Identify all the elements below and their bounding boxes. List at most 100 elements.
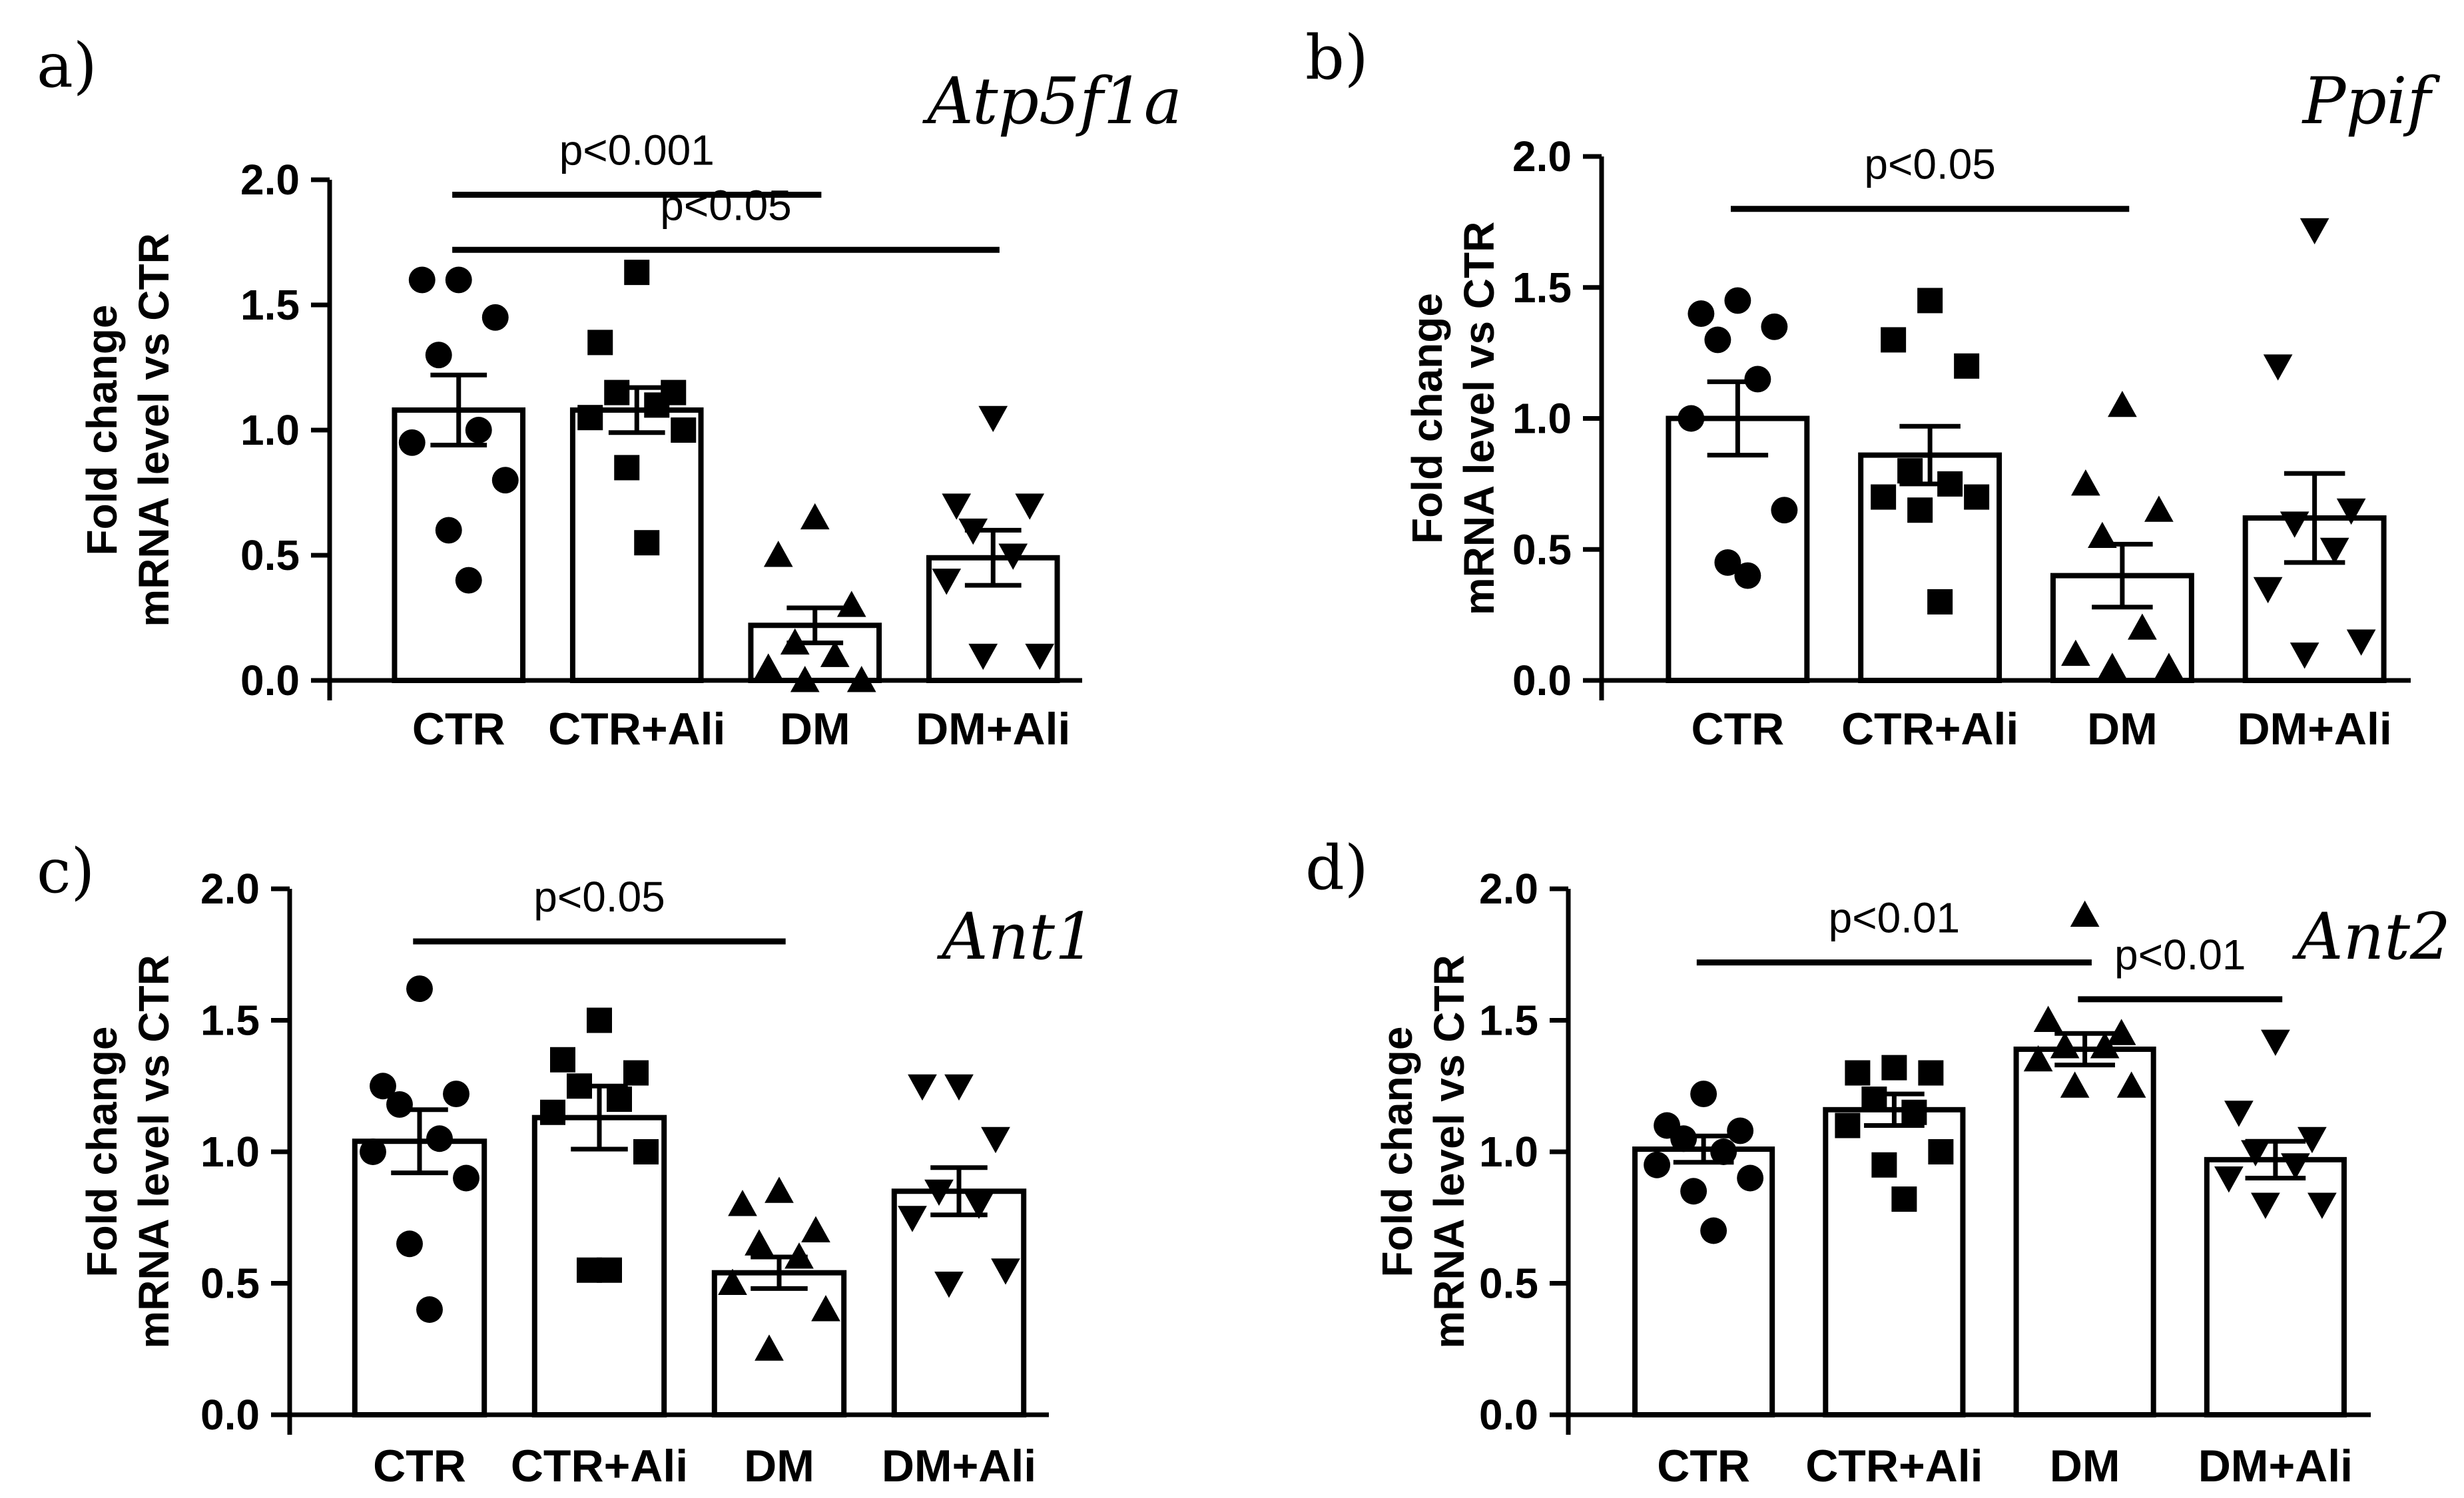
data-point [671,417,697,443]
y-axis-label: Fold changemRNA level vs CTR [78,955,178,1349]
data-point [455,567,482,594]
panel-label: a) [37,30,97,101]
data-point [587,330,613,356]
data-point [2128,613,2157,640]
data-point [1688,300,1715,328]
y-tick-label: 0.5 [1479,1260,1538,1308]
y-tick-label: 1.0 [1479,1128,1538,1176]
y-axis-label: Fold changemRNA level vs CTR [1373,955,1473,1349]
x-tick-label: DM [780,704,850,754]
data-point [614,455,640,481]
data-point [2241,1140,2270,1166]
x-tick-label: DM [2087,704,2158,754]
data-point [2261,1029,2290,1056]
data-point [408,266,436,294]
chart-panel-3: c) Ant1 0.0 0.5 1.0 1.5 2.0 Fold changemRNA lev… [37,836,1095,1491]
data-point [765,1176,794,1203]
bar [2204,1156,2347,1417]
data-point [1025,643,1055,670]
data-point [2116,1071,2146,1098]
data-point [634,530,660,556]
x-tick-label: CTR [373,1441,466,1491]
data-point [1734,562,1761,589]
significance-label: p<0.01 [2114,931,2246,979]
data-point [1710,1138,1737,1165]
data-point [1714,549,1741,576]
bar [2013,1046,2156,1417]
data-point [836,591,866,617]
data-point [443,1081,469,1108]
data-point [1937,471,1963,497]
y-tick-label: 1.0 [200,1128,260,1176]
data-point [981,1126,1010,1154]
data-point [1678,405,1705,432]
data-point [1704,326,1731,354]
data-point [2308,1192,2337,1219]
data-point [1744,366,1771,393]
data-point [2346,629,2376,656]
data-point [745,1229,774,1256]
data-point [1761,313,1788,340]
y-axis-label-line: Fold change [1373,1027,1421,1278]
data-point [898,1206,927,1232]
x-tick-label: DM+Ali [2198,1441,2353,1491]
data-point [425,342,452,369]
x-tick-label: CTR [412,704,505,754]
data-point [2060,1071,2090,1098]
y-tick-label: 2.0 [240,156,300,204]
data-point [607,1087,632,1112]
data-point [587,1007,612,1033]
x-tick-label: DM [2050,1441,2120,1491]
data-point [942,493,972,520]
data-point [1881,1055,1907,1081]
data-point [1727,1117,1754,1144]
data-point [2098,652,2127,679]
data-point [1871,1152,1897,1178]
data-point [2336,498,2366,525]
y-tick-label: 0.0 [200,1391,260,1439]
data-point [453,1164,479,1192]
data-point [386,1091,413,1118]
y-axis-label: Fold changemRNA level vs CTR [1403,222,1503,616]
chart-title: Ppif [2302,64,2441,138]
data-point [780,628,810,655]
y-tick-label: 1.5 [1479,997,1538,1045]
y-tick-label: 0.5 [240,531,300,579]
data-point [1897,458,1923,484]
data-point [924,1179,954,1206]
panel-label: b) [1305,22,1369,93]
data-point [426,1125,453,1152]
significance-label: p<0.05 [1864,140,1996,188]
data-point [623,1060,649,1086]
data-point [644,392,670,418]
data-point [2033,1005,2063,1032]
data-point [491,467,519,494]
x-tick-label: CTR+Ali [1841,704,2018,754]
data-point [1881,327,1907,353]
x-tick-label: CTR [1657,1441,1750,1491]
x-tick-label: DM+Ali [916,704,1070,754]
chart-title: Ant1 [936,899,1095,974]
y-tick-label: 0.0 [240,656,300,704]
y-tick-label: 0.0 [1512,656,1572,704]
data-point [2298,1126,2327,1154]
y-tick-label: 0.0 [1479,1391,1538,1439]
y-tick-label: 2.0 [1479,865,1538,913]
data-point [846,666,876,692]
significance-label: p<0.05 [533,873,665,921]
data-point [934,1272,964,1298]
data-point [2050,1032,2080,1059]
data-point [445,266,472,294]
chart-title: Atp5f1a [922,64,1182,138]
data-point [2154,652,2184,679]
data-point [2108,390,2137,417]
data-point [2023,1045,2053,1072]
y-tick-label: 1.5 [1512,264,1572,312]
chart-title: Ant2 [2292,899,2451,974]
data-point [2144,495,2174,522]
data-point [2251,1192,2280,1219]
y-tick-label: 0.5 [200,1260,260,1308]
significance-label: p<0.01 [1829,894,1961,942]
y-axis-label-line: Fold change [78,305,126,556]
y-axis-label-line: mRNA level vs CTR [1425,955,1473,1349]
